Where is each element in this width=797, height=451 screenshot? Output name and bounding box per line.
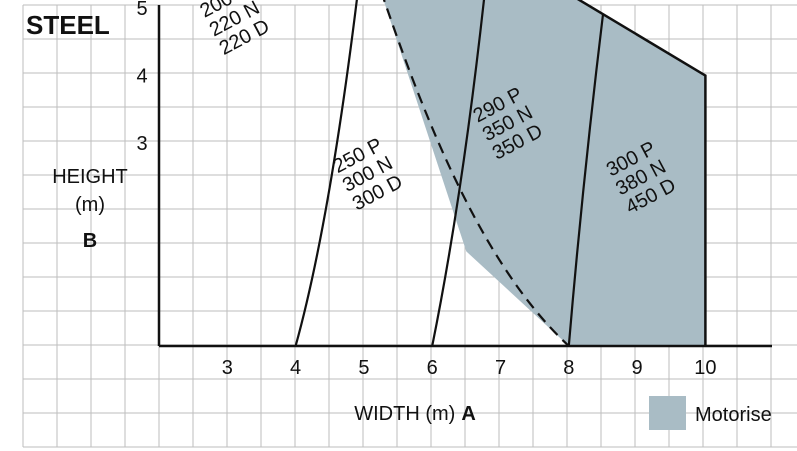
x-axis-label-bold: A bbox=[461, 403, 475, 425]
x-tick-label: 8 bbox=[563, 357, 574, 379]
x-tick-label: 6 bbox=[427, 357, 438, 379]
chart-title: STEEL bbox=[26, 10, 110, 40]
dashed-boundary bbox=[382, 0, 570, 347]
legend-swatch bbox=[649, 396, 686, 430]
x-tick-label: 9 bbox=[632, 357, 643, 379]
motorised-area bbox=[383, 0, 706, 346]
y-tick-label: 3 bbox=[136, 133, 147, 155]
x-tick-label: 4 bbox=[290, 357, 301, 379]
envelope-line bbox=[576, 0, 707, 346]
zone-divider-line bbox=[567, 14, 605, 347]
x-tick-label: 5 bbox=[358, 357, 369, 379]
y-tick-label: 5 bbox=[136, 0, 147, 20]
y-axis-label-line-1: HEIGHT bbox=[52, 166, 128, 188]
zone-dividers bbox=[294, 0, 605, 347]
y-axis-label-bold: B bbox=[83, 230, 97, 252]
x-tick-label: 10 bbox=[694, 357, 716, 379]
x-tick-label: 3 bbox=[222, 357, 233, 379]
legend-label: Motorise bbox=[695, 404, 772, 426]
y-axis-label-line-2: (m) bbox=[75, 194, 105, 216]
x-tick-labels: 3 4 5 6 7 8 9 10 bbox=[222, 357, 717, 379]
x-axis-label: WIDTH (m) A bbox=[354, 403, 476, 425]
zone-divider-line bbox=[431, 0, 486, 347]
y-tick-label: 4 bbox=[136, 66, 147, 88]
x-axis-label-text: WIDTH (m) bbox=[354, 403, 455, 425]
zone-divider-line bbox=[294, 0, 358, 347]
x-tick-label: 7 bbox=[495, 357, 506, 379]
